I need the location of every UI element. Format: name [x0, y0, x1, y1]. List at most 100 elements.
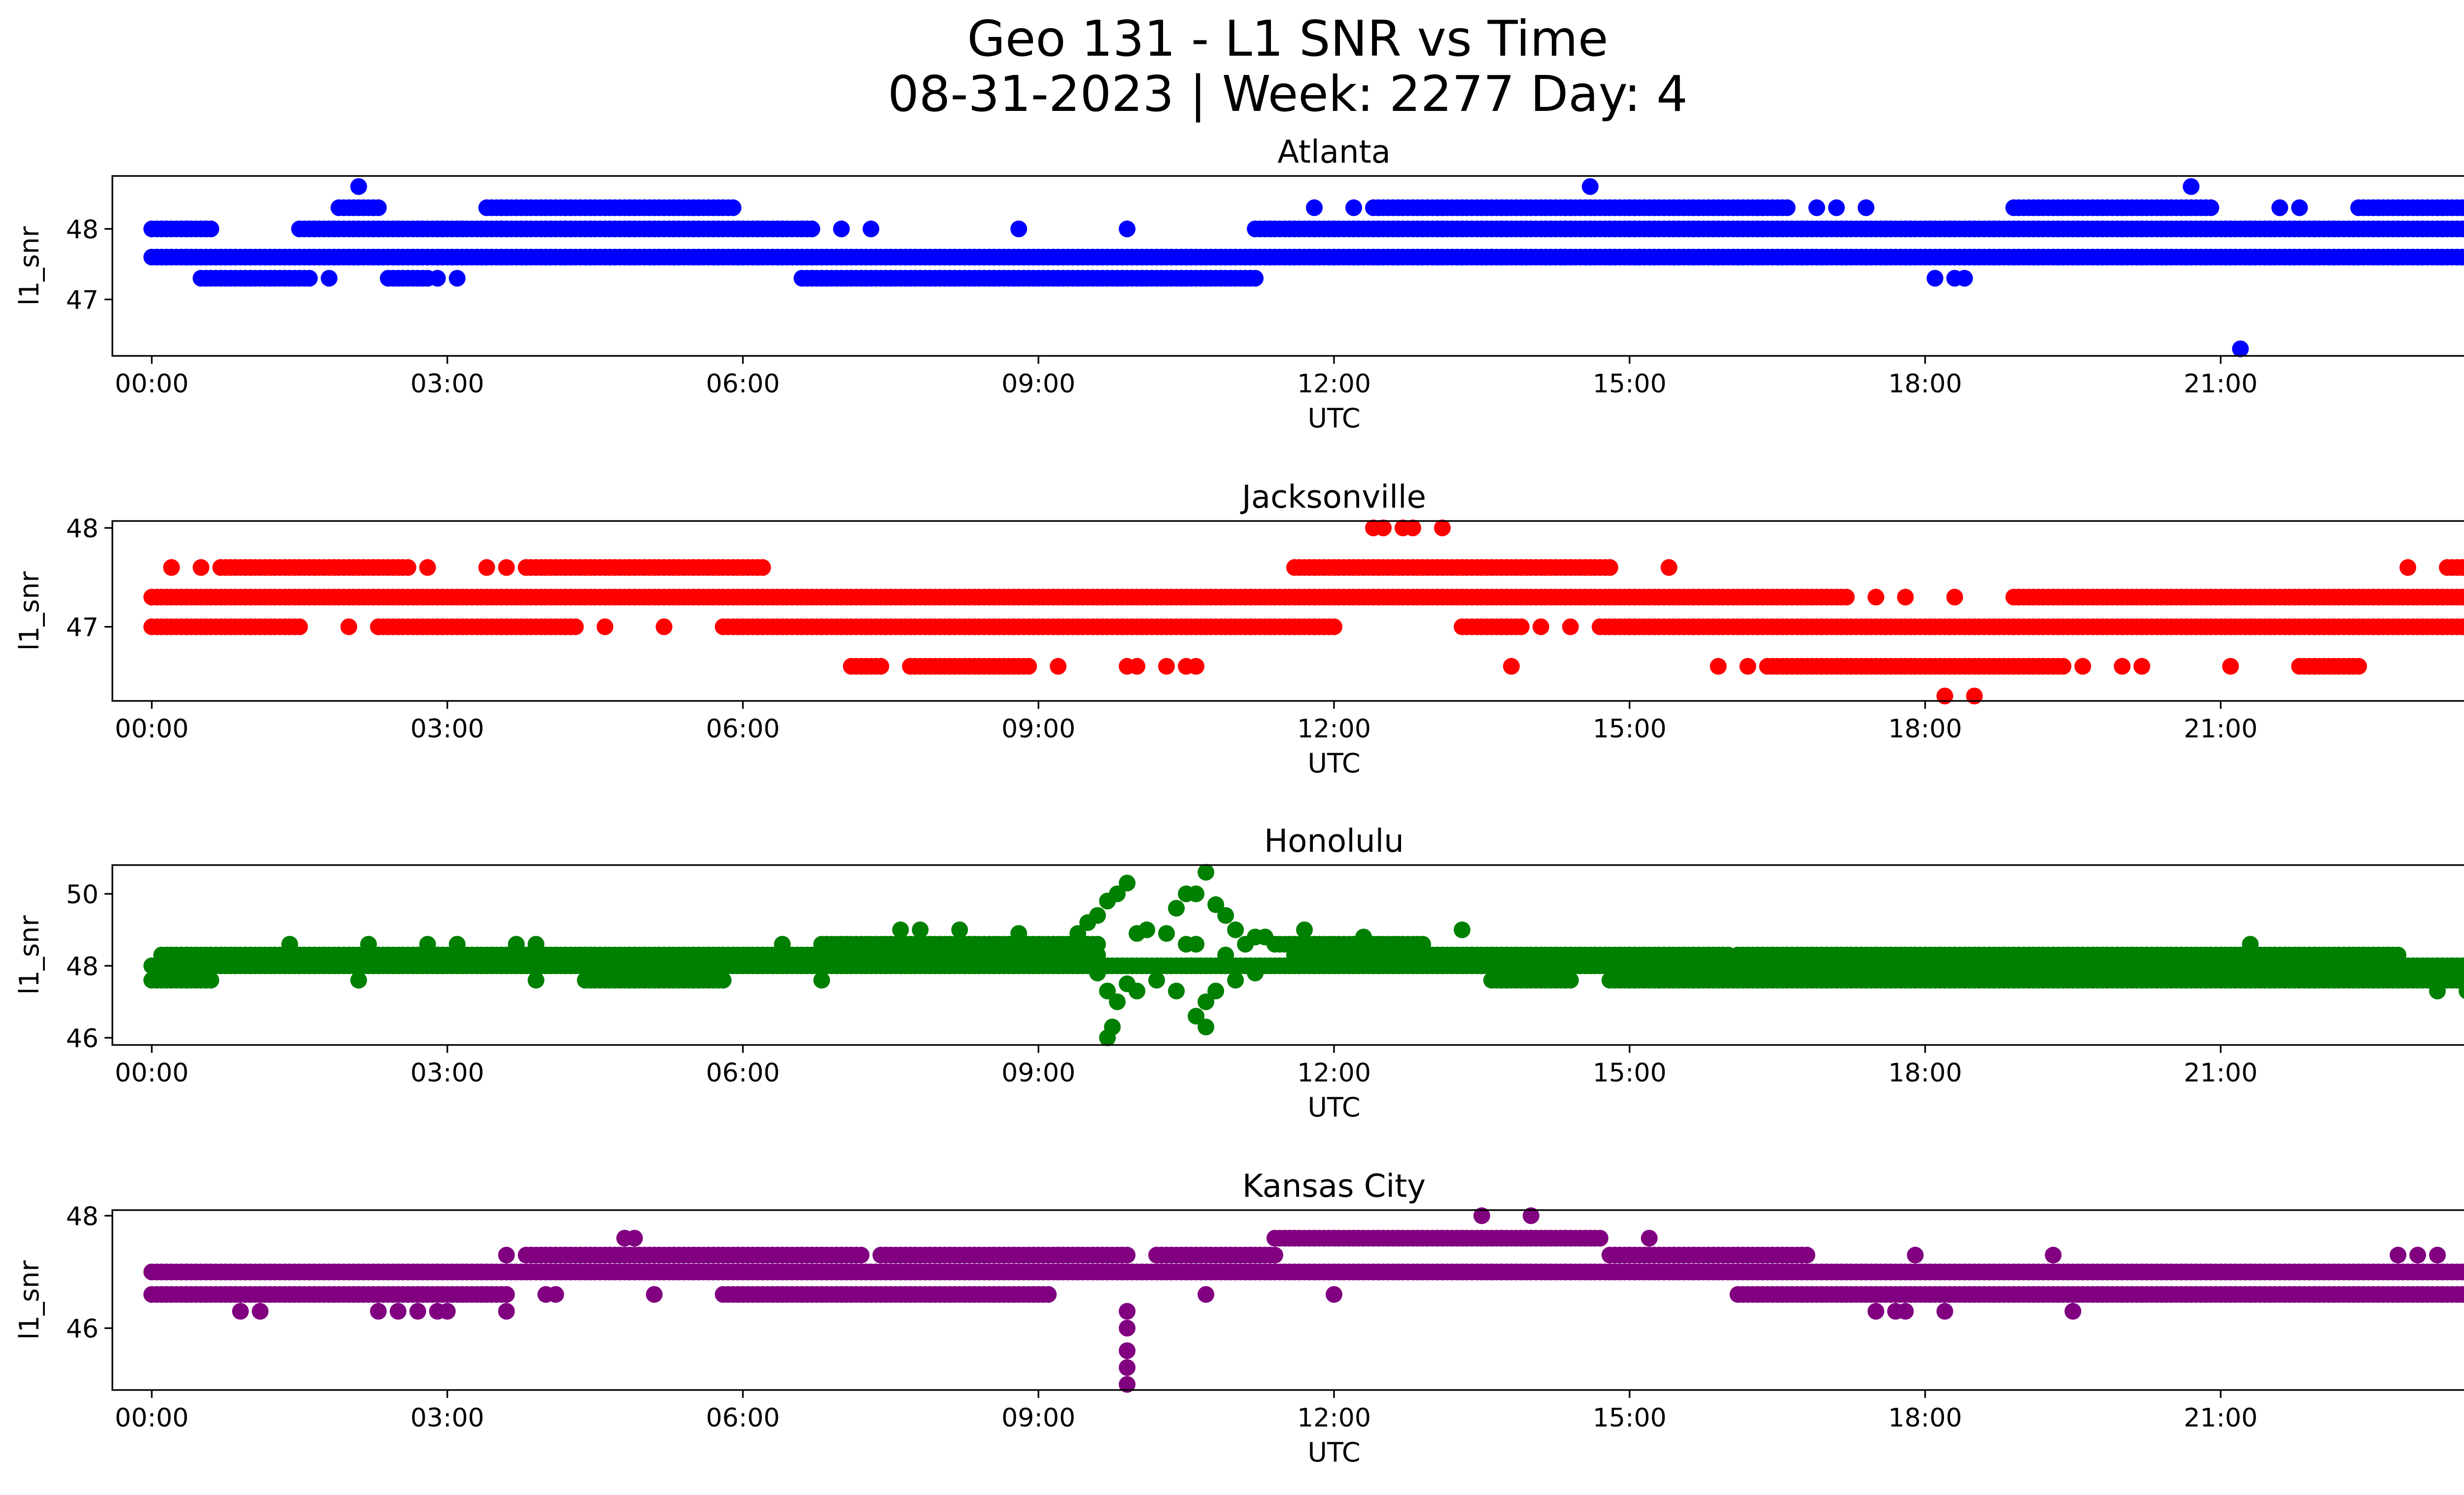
kansas-city-point [2390, 1247, 2407, 1264]
honolulu-point [1237, 936, 1254, 953]
atlanta-point [1779, 199, 1796, 216]
honolulu-point [360, 936, 377, 953]
kansas-city-point [1119, 1303, 1136, 1320]
kansas-city-point [1119, 1359, 1136, 1376]
jacksonville-point [1966, 688, 1983, 704]
honolulu-point [1119, 874, 1136, 892]
kansas-city-point [1040, 1286, 1057, 1303]
jacksonville-point [1404, 520, 1421, 536]
atlanta-point [1483, 248, 1500, 266]
atlanta-points [143, 178, 2464, 357]
honolulu-y-tick-label: 48 [66, 952, 99, 981]
atlanta-point [1857, 199, 1875, 216]
honolulu-point [1414, 936, 1431, 953]
kansas-city-point [498, 1286, 515, 1303]
jacksonville-x-tick-label: 18:00 [1888, 714, 1962, 744]
jacksonville-y-tick-label: 47 [66, 613, 99, 643]
jacksonville-point [596, 618, 614, 635]
atlanta-point [2459, 200, 2464, 216]
kansas-city-point [1936, 1303, 1953, 1320]
honolulu-y-tick-label: 50 [66, 880, 99, 909]
atlanta-point [2271, 199, 2289, 216]
honolulu-x-tick-label: 15:00 [1593, 1058, 1667, 1088]
kansas-city-point [2409, 1247, 2427, 1264]
jacksonville-point [872, 658, 890, 675]
honolulu-point [2390, 946, 2407, 964]
jacksonville-points [143, 520, 2464, 704]
kansas-city-point [1591, 1230, 1608, 1247]
jacksonville-point [2133, 658, 2151, 675]
honolulu-point [912, 921, 929, 939]
atlanta-point [833, 220, 850, 238]
honolulu-y-tick-label: 46 [66, 1024, 99, 1053]
honolulu-point [448, 936, 466, 953]
atlanta-point [1247, 270, 1264, 287]
figure-title-line2: 08-31-2023 | Week: 2277 Day: 4 [888, 65, 1687, 123]
kansas-city-x-tick-label: 03:00 [411, 1403, 484, 1433]
honolulu-point [951, 921, 968, 939]
honolulu-subplot: 00:00 03:00 06:00 09:00 12:00 15:00 18:00 21:00… [14, 823, 2464, 1123]
kansas-city-point [1119, 1320, 1136, 1337]
jacksonville-y-tick-label: 48 [66, 514, 99, 544]
honolulu-x-tick-label: 18:00 [1888, 1058, 1962, 1088]
kansas-city-point [1907, 1247, 1924, 1264]
honolulu-x-tick-label: 03:00 [411, 1058, 484, 1088]
atlanta-point [1956, 270, 1973, 287]
honolulu-point [508, 936, 525, 953]
jacksonville-point [340, 618, 357, 635]
atlanta-point [1010, 220, 1027, 238]
honolulu-point [1099, 1029, 1116, 1046]
jacksonville-title: Jacksonville [1240, 479, 1426, 516]
kansas-city-x-tick-label: 00:00 [115, 1403, 189, 1433]
honolulu-point [1148, 972, 1165, 989]
atlanta-point [448, 270, 466, 287]
honolulu-point [527, 936, 545, 953]
jacksonville-point [1936, 688, 1953, 704]
atlanta-point [301, 270, 318, 287]
kansas-city-point [1779, 1247, 1796, 1264]
jacksonville-point [419, 559, 436, 576]
honolulu-point [1010, 925, 1027, 942]
atlanta-point [2459, 221, 2464, 237]
honolulu-x-tick-label: 06:00 [706, 1058, 780, 1088]
atlanta-point [2202, 199, 2220, 216]
kansas-city-point [1266, 1247, 1283, 1264]
atlanta-x-tick-label: 18:00 [1888, 369, 1962, 399]
kansas-city-point [853, 1247, 870, 1264]
atlanta-x-tick-label: 06:00 [706, 369, 780, 399]
atlanta-title: Atlanta [1277, 134, 1391, 171]
atlanta-x-tick-label: 12:00 [1297, 369, 1371, 399]
jacksonville-point [567, 618, 584, 635]
jacksonville-x-tick-label: 15:00 [1593, 714, 1667, 744]
honolulu-point [1178, 936, 1195, 953]
jacksonville-point [1188, 658, 1205, 675]
honolulu-point [1168, 900, 1185, 917]
honolulu-point [350, 972, 367, 989]
jacksonville-point [2350, 658, 2367, 675]
jacksonville-x-tick-label: 09:00 [1001, 714, 1075, 744]
honolulu-point [1562, 972, 1579, 989]
kansas-city-x-tick-label: 18:00 [1888, 1403, 1962, 1433]
kansas-city-point [232, 1303, 249, 1320]
jacksonville-point [1158, 658, 1175, 675]
jacksonville-x-tick-label: 00:00 [115, 714, 189, 744]
kansas-city-point [1867, 1303, 1884, 1320]
honolulu-x-tick-label: 12:00 [1297, 1058, 1371, 1088]
kansas-city-point [1483, 1263, 1500, 1281]
jacksonville-point [2222, 658, 2239, 675]
jacksonville-point [655, 618, 673, 635]
atlanta-point [320, 270, 338, 287]
honolulu-x-tick-label: 21:00 [2184, 1058, 2258, 1088]
honolulu-point [1109, 993, 1126, 1010]
atlanta-x-tick-label: 00:00 [115, 369, 189, 399]
honolulu-point [1129, 982, 1146, 1000]
honolulu-point [1089, 907, 1106, 924]
atlanta-point [2291, 199, 2308, 216]
jacksonville-x-tick-label: 12:00 [1297, 714, 1371, 744]
honolulu-point [281, 936, 298, 953]
honolulu-point [419, 936, 436, 953]
jacksonville-point [1375, 520, 1392, 536]
kansas-city-y-tick-label: 46 [66, 1315, 99, 1344]
atlanta-point [1552, 248, 1569, 266]
